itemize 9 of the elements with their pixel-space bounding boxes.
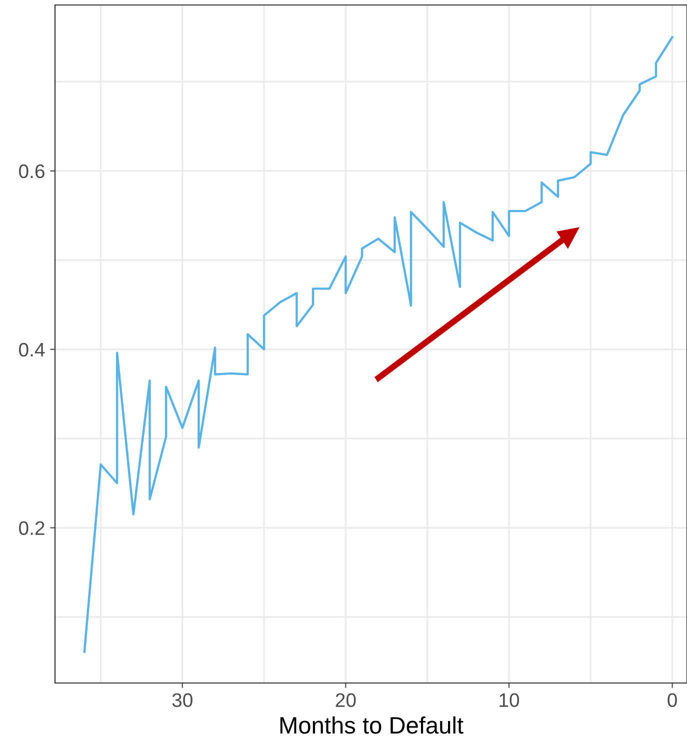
y-tick-label: 0.2: [19, 521, 44, 536]
y-tick-label: 0.6: [19, 164, 44, 178]
x-tick-label: 30: [172, 693, 192, 708]
x-axis-title: Months to Default: [280, 716, 464, 734]
x-tick-label: 10: [500, 693, 520, 708]
y-tick-label: 0.4: [19, 342, 45, 357]
x-tick-label: 0: [668, 693, 677, 708]
line-series: [83, 36, 674, 653]
x-tick-label: 20: [336, 693, 356, 708]
